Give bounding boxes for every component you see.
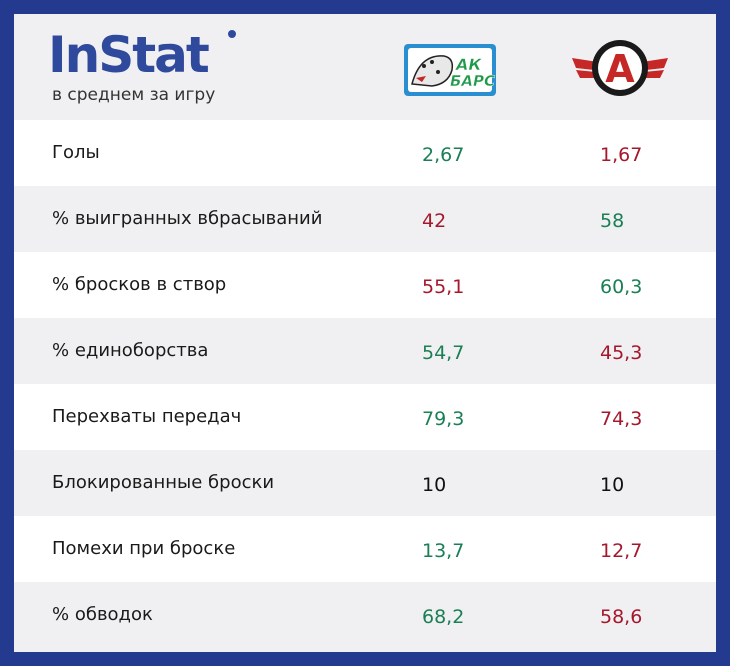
team1-value: 13,7 [422,540,465,562]
stat-row-dekes: % обводок 68,2 58,6 [14,582,716,648]
stat-row-blocked-shots: Блокированные броски 10 10 [14,450,716,516]
team2-value: 58,6 [600,606,643,628]
team1-value: 2,67 [422,144,465,166]
team2-value: 45,3 [600,342,643,364]
stat-row-shot-interference: Помехи при броске 13,7 12,7 [14,516,716,582]
stat-row-goals: Голы 2,67 1,67 [14,120,716,186]
stat-row-duels: % единоборства 54,7 45,3 [14,318,716,384]
subtitle: в среднем за игру [52,85,216,105]
avtomobilist-logo: А [572,40,668,96]
team2-value: 12,7 [600,540,643,562]
avtomobilist-logo-letter: А [605,47,635,91]
stat-label: Голы [52,142,100,163]
team1-value: 55,1 [422,276,465,298]
team1-value: 68,2 [422,606,465,628]
stat-label: % обводок [52,604,153,625]
team2-value: 1,67 [600,144,643,166]
stat-row-shots-on-target: % бросков в створ 55,1 60,3 [14,252,716,318]
stat-row-faceoffs: % выигранных вбрасываний 42 58 [14,186,716,252]
stat-label: Помехи при броске [52,538,236,559]
stat-label: % выигранных вбрасываний [52,208,323,229]
ak-bars-logo-text-2: БАРС [450,72,495,90]
team2-value: 60,3 [600,276,643,298]
team2-value: 74,3 [600,408,643,430]
instat-logo-dot [228,30,236,38]
team2-value: 58 [600,210,625,232]
stat-row-interceptions: Перехваты передач 79,3 74,3 [14,384,716,450]
ak-bars-logo: АК БАРС [404,44,496,96]
team1-value: 54,7 [422,342,465,364]
stat-label: % бросков в створ [52,274,227,295]
team1-value: 42 [422,210,447,232]
header: InStat в среднем за игру АК БАРС А [14,14,716,120]
ak-bars-logo-text-1: АК [454,55,482,74]
stat-label: Перехваты передач [52,406,242,427]
team2-value: 10 [600,474,625,496]
instat-logo: InStat [48,26,210,84]
stat-label: % единоборства [52,340,209,361]
stat-label: Блокированные броски [52,472,275,493]
team1-value: 79,3 [422,408,465,430]
stats-card: InStat в среднем за игру АК БАРС А Голы … [14,14,716,652]
team1-value: 10 [422,474,447,496]
